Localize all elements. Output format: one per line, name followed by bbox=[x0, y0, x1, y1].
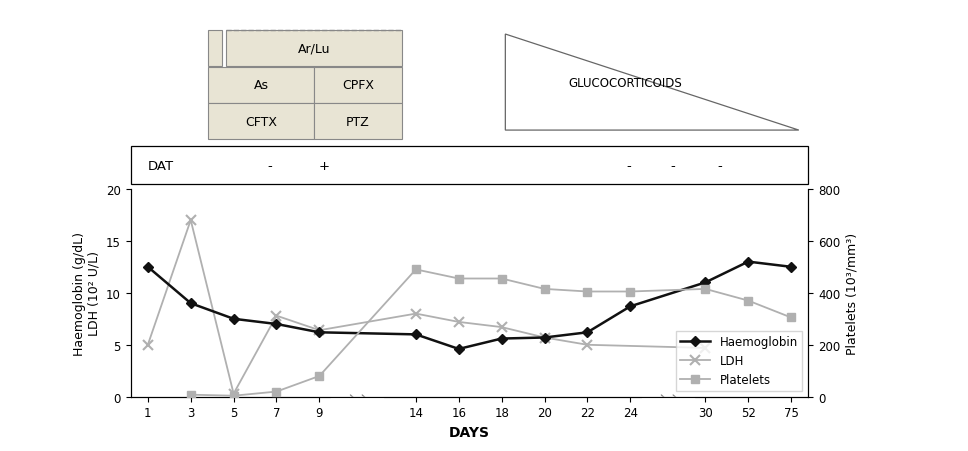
Text: -: - bbox=[671, 159, 675, 172]
FancyBboxPatch shape bbox=[314, 104, 402, 140]
FancyBboxPatch shape bbox=[208, 68, 314, 104]
FancyBboxPatch shape bbox=[226, 30, 402, 66]
Text: +: + bbox=[318, 159, 329, 172]
Text: -: - bbox=[718, 159, 722, 172]
Text: GLUCOCORTICOIDS: GLUCOCORTICOIDS bbox=[568, 77, 682, 90]
Text: DAT: DAT bbox=[148, 159, 174, 172]
Text: As: As bbox=[254, 79, 268, 92]
FancyBboxPatch shape bbox=[208, 30, 223, 66]
Text: -: - bbox=[626, 159, 631, 172]
Y-axis label: Haemoglobin (g/dL)
LDH (10² U/L): Haemoglobin (g/dL) LDH (10² U/L) bbox=[73, 231, 101, 355]
Bar bbox=[331, 397, 382, 422]
Legend: Haemoglobin, LDH, Platelets: Haemoglobin, LDH, Platelets bbox=[676, 331, 802, 391]
Text: CPFX: CPFX bbox=[342, 79, 374, 92]
Polygon shape bbox=[505, 35, 799, 131]
Bar bbox=[642, 397, 693, 422]
Text: PTZ: PTZ bbox=[347, 115, 370, 128]
FancyBboxPatch shape bbox=[314, 68, 402, 104]
Text: Ar/Lu: Ar/Lu bbox=[297, 42, 330, 55]
Y-axis label: Platelets (10³/mm³): Platelets (10³/mm³) bbox=[846, 232, 859, 354]
FancyBboxPatch shape bbox=[208, 104, 314, 140]
X-axis label: DAYS: DAYS bbox=[449, 425, 490, 439]
Text: CFTX: CFTX bbox=[245, 115, 277, 128]
FancyBboxPatch shape bbox=[131, 147, 808, 185]
Text: -: - bbox=[267, 159, 272, 172]
